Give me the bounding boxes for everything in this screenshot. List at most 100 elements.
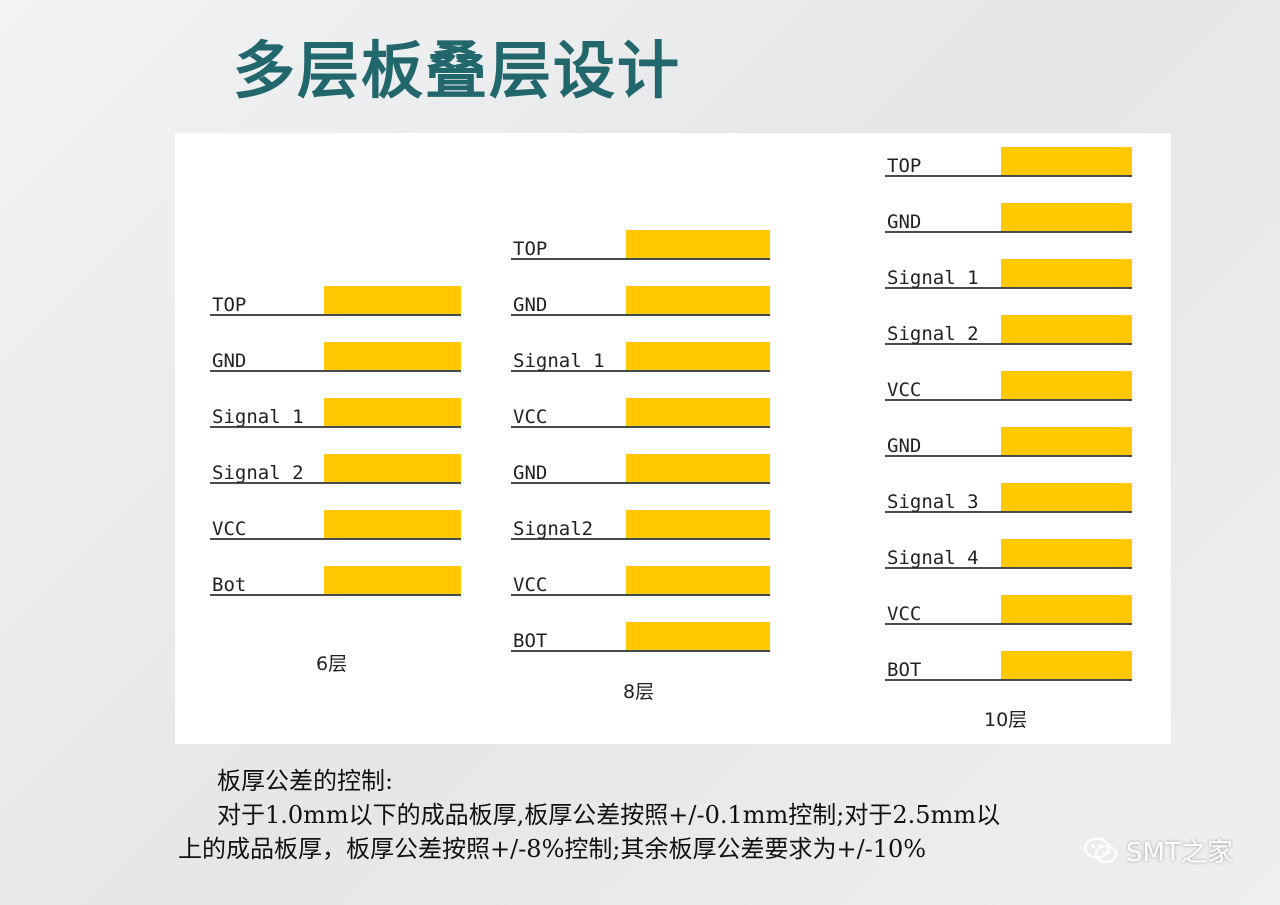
- layer-label: VCC: [887, 379, 922, 401]
- layer-row: TOP: [885, 147, 1132, 177]
- dielectric-line: [885, 567, 1132, 569]
- copper-layer: [1001, 315, 1132, 343]
- layer-label: Signal 2: [887, 323, 979, 345]
- copper-layer: [1001, 595, 1132, 623]
- dielectric-line: [885, 343, 1132, 345]
- layer-row: GND: [511, 286, 770, 316]
- layer-label: GND: [513, 462, 548, 484]
- copper-layer: [1001, 483, 1132, 511]
- copper-layer: [626, 454, 770, 482]
- layer-label: VCC: [887, 603, 922, 625]
- layer-row: VCC: [885, 371, 1132, 401]
- layer-row: GND: [885, 427, 1132, 457]
- layer-row: Signal 3: [885, 483, 1132, 513]
- copper-layer: [626, 230, 770, 258]
- layer-label: GND: [513, 294, 548, 316]
- copper-layer: [324, 566, 461, 594]
- layer-label: VCC: [513, 406, 548, 428]
- layer-label: Signal 2: [212, 462, 304, 484]
- layer-row: Signal 1: [885, 259, 1132, 289]
- dielectric-line: [885, 231, 1132, 233]
- dielectric-line: [210, 482, 461, 484]
- layer-row: TOP: [210, 286, 461, 316]
- layer-label: Signal 1: [212, 406, 304, 428]
- copper-layer: [1001, 371, 1132, 399]
- layer-row: VCC: [210, 510, 461, 540]
- copper-layer: [626, 622, 770, 650]
- layer-row: TOP: [511, 230, 770, 260]
- dielectric-line: [210, 426, 461, 428]
- dielectric-line: [210, 538, 461, 540]
- dielectric-line: [511, 426, 770, 428]
- dielectric-line: [885, 399, 1132, 401]
- copper-layer: [626, 566, 770, 594]
- layer-row: BOT: [511, 622, 770, 652]
- watermark-text: SMT之家: [1126, 838, 1233, 868]
- layer-label: Bot: [212, 574, 247, 596]
- dielectric-line: [885, 175, 1132, 177]
- dielectric-line: [511, 370, 770, 372]
- layer-label: GND: [887, 211, 922, 233]
- thickness-tolerance-notes: 板厚公差的控制: 对于1.0mm以下的成品板厚,板厚公差按照+/-0.1mm控制…: [178, 764, 1000, 866]
- dielectric-line: [511, 594, 770, 596]
- copper-layer: [324, 286, 461, 314]
- layer-label: VCC: [212, 518, 247, 540]
- dielectric-line: [885, 511, 1132, 513]
- dielectric-line: [885, 455, 1132, 457]
- notes-heading: 板厚公差的控制:: [217, 767, 394, 795]
- notes-line-1: 对于1.0mm以下的成品板厚,板厚公差按照+/-0.1mm控制;对于2.5mm以: [217, 801, 1001, 829]
- dielectric-line: [885, 623, 1132, 625]
- layer-row: BOT: [885, 651, 1132, 681]
- dielectric-line: [511, 314, 770, 316]
- copper-layer: [324, 342, 461, 370]
- layer-label: VCC: [513, 574, 548, 596]
- layer-row: Signal 1: [210, 398, 461, 428]
- layer-row: GND: [511, 454, 770, 484]
- copper-layer: [1001, 259, 1132, 287]
- layer-row: VCC: [511, 566, 770, 596]
- layer-row: Signal 2: [885, 315, 1132, 345]
- copper-layer: [324, 398, 461, 426]
- stack-caption: 10层: [984, 709, 1028, 731]
- dielectric-line: [210, 594, 461, 596]
- layer-row: Signal 2: [210, 454, 461, 484]
- copper-layer: [626, 342, 770, 370]
- layer-label: GND: [887, 435, 922, 457]
- layer-label: TOP: [887, 155, 922, 177]
- layer-label: TOP: [212, 294, 247, 316]
- layer-row: Signal 1: [511, 342, 770, 372]
- watermark: SMT之家: [1084, 832, 1233, 869]
- copper-layer: [324, 454, 461, 482]
- layer-label: Signal2: [513, 518, 594, 540]
- stackup-diagram: TOP GND Signal 1 Signal 2 VCC Bot 6层 TOP GND Sig…: [175, 133, 1171, 744]
- dielectric-line: [885, 287, 1132, 289]
- copper-layer: [626, 286, 770, 314]
- stack-caption: 6层: [316, 653, 348, 675]
- copper-layer: [626, 510, 770, 538]
- layer-label: Signal 3: [887, 491, 979, 513]
- slide-title: 多层板叠层设计: [233, 34, 682, 107]
- notes-line-2: 上的成品板厚，板厚公差按照+/-8%控制;其余板厚公差要求为+/-10%: [178, 835, 927, 863]
- layer-label: TOP: [513, 238, 548, 260]
- layer-label: Signal 4: [887, 547, 979, 569]
- layer-row: Bot: [210, 566, 461, 596]
- layer-row: Signal 4: [885, 539, 1132, 569]
- dielectric-line: [511, 538, 770, 540]
- copper-layer: [1001, 147, 1132, 175]
- dielectric-line: [511, 650, 770, 652]
- layer-label: BOT: [887, 659, 922, 681]
- layer-row: GND: [885, 203, 1132, 233]
- copper-layer: [1001, 539, 1132, 567]
- dielectric-line: [885, 679, 1132, 681]
- stack-caption: 8层: [623, 681, 655, 703]
- layer-label: Signal 1: [513, 350, 605, 372]
- copper-layer: [324, 510, 461, 538]
- dielectric-line: [511, 258, 770, 260]
- layer-label: GND: [212, 350, 247, 372]
- copper-layer: [1001, 427, 1132, 455]
- layer-label: BOT: [513, 630, 548, 652]
- layer-label: Signal 1: [887, 267, 979, 289]
- layer-row: Signal2: [511, 510, 770, 540]
- copper-layer: [1001, 651, 1132, 679]
- copper-layer: [1001, 203, 1132, 231]
